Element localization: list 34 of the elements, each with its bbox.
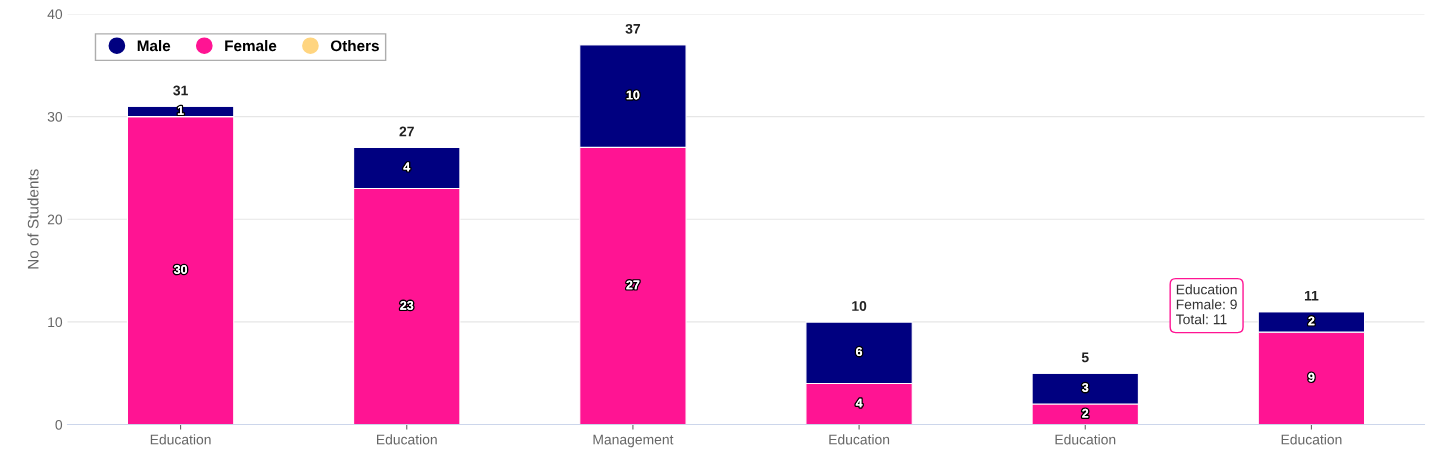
data-label: 4 bbox=[403, 162, 411, 172]
x-tick-label: Education bbox=[829, 434, 890, 445]
y-tick-label: 0 bbox=[55, 419, 63, 430]
y-axis-title: No of Students bbox=[27, 169, 39, 269]
total-label: 37 bbox=[625, 23, 641, 34]
data-label: 4 bbox=[855, 398, 863, 408]
data-label: 1 bbox=[177, 106, 184, 115]
legend-label: Male bbox=[137, 39, 171, 52]
x-tick-label: Education bbox=[377, 434, 437, 445]
y-tick-label: 10 bbox=[48, 317, 63, 328]
y-tick-label: 30 bbox=[47, 111, 63, 122]
total-label: 27 bbox=[399, 126, 414, 137]
total-label: 31 bbox=[173, 85, 188, 96]
data-label: 2 bbox=[1308, 316, 1315, 326]
data-label: 27 bbox=[626, 280, 640, 290]
x-tick-label: Education bbox=[1055, 434, 1116, 445]
data-label: 3 bbox=[1082, 383, 1089, 392]
total-label: 11 bbox=[1304, 290, 1319, 301]
legend-label: Others bbox=[330, 39, 379, 52]
data-label: 9 bbox=[1308, 372, 1315, 382]
y-tick-label: 40 bbox=[47, 9, 63, 20]
y-tick-label: 20 bbox=[47, 214, 63, 225]
total-label: 5 bbox=[1081, 352, 1089, 363]
data-label: 6 bbox=[856, 347, 863, 357]
annotation: Education Female: 9 Total: 11 bbox=[1176, 284, 1237, 325]
legend-label: Female bbox=[225, 39, 277, 52]
data-label: 23 bbox=[400, 301, 414, 310]
x-tick-label: Management bbox=[593, 434, 674, 448]
data-label: 10 bbox=[626, 90, 640, 100]
x-tick-label: Education bbox=[150, 434, 211, 445]
total-label: 10 bbox=[852, 301, 867, 311]
x-tick-label: Education bbox=[1281, 434, 1342, 445]
data-label: 2 bbox=[1082, 408, 1089, 418]
data-label: 30 bbox=[173, 265, 188, 274]
